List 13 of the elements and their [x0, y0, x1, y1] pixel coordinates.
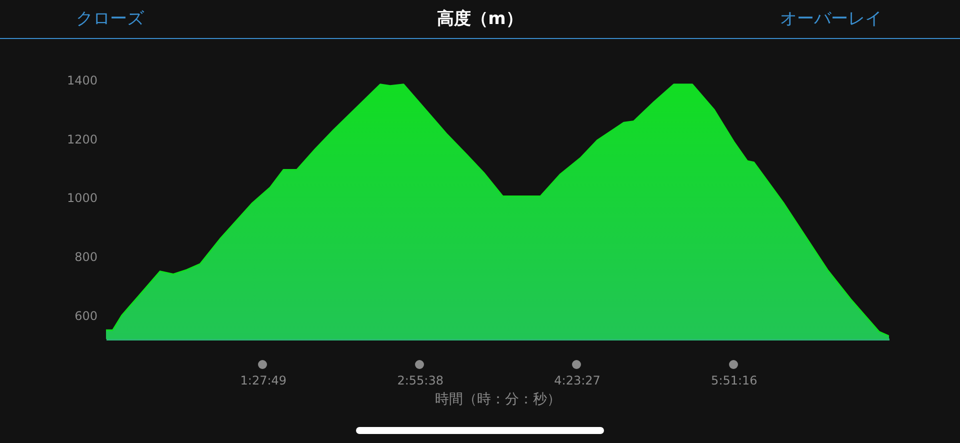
- x-tick-label: 5:51:16: [711, 374, 758, 388]
- y-tick-label: 800: [74, 250, 98, 264]
- y-tick-label: 600: [74, 308, 98, 323]
- text: クローズ: [76, 8, 144, 30]
- text: オーバーレイ: [780, 8, 882, 30]
- x-axis-title: 時間（時：分：秒）: [435, 392, 561, 408]
- x-tick-label: 1:27:49: [240, 374, 287, 388]
- x-tick-label: 2:55:38: [397, 374, 444, 388]
- x-tick-label: 4:23:27: [554, 374, 600, 388]
- chart-title: 高度（m）: [437, 9, 523, 29]
- y-tick-label: 1400: [66, 74, 98, 88]
- y-tick-label: 1000: [66, 191, 98, 206]
- y-tick-label: 1200: [66, 132, 98, 146]
